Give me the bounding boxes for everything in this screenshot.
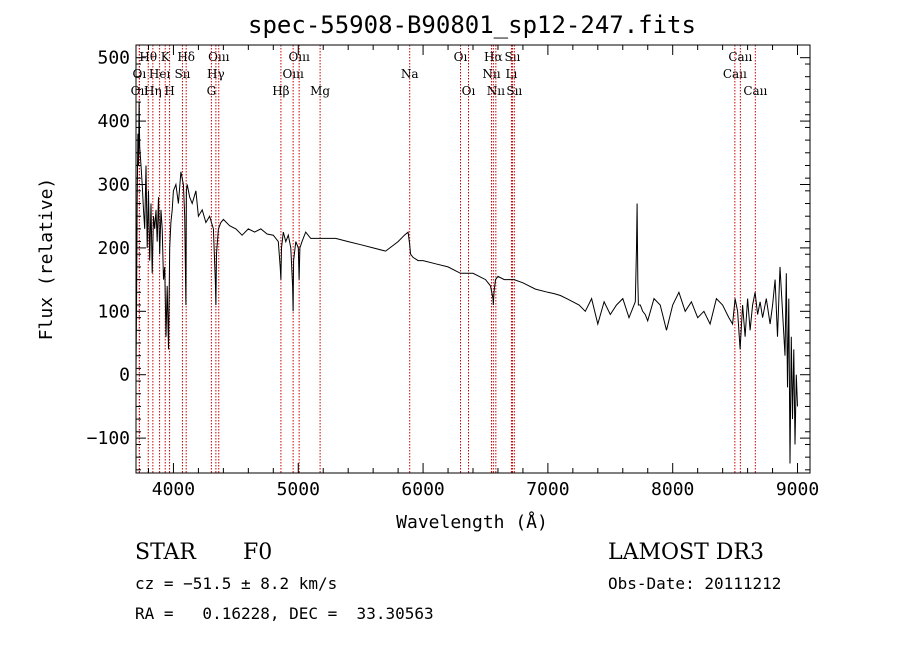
x-tick-label: 5000 xyxy=(277,479,320,500)
emission-line-label: Caıı xyxy=(743,84,767,98)
coordinates: RA = 0.16228, DEC = 33.30563 xyxy=(135,604,434,623)
emission-line-label: Sıı xyxy=(504,50,520,64)
redshift-velocity: cz = −51.5 ± 8.2 km/s xyxy=(135,574,338,593)
emission-line-label: Oııı xyxy=(288,50,310,64)
y-axis: −100 0 100 200 300 400 500 xyxy=(87,48,810,471)
emission-line-label: K xyxy=(161,50,171,64)
spectrum-series xyxy=(136,102,798,464)
emission-line-label: Lı xyxy=(506,67,518,81)
y-tick-label: −100 xyxy=(87,428,130,449)
emission-line-label: Oı xyxy=(454,50,468,64)
x-axis: 4000 5000 6000 7000 8000 9000 xyxy=(147,45,819,500)
emission-line-label: Oı xyxy=(462,84,476,98)
emission-line-label: Mg xyxy=(310,84,330,98)
spectrum-line xyxy=(136,102,798,464)
emission-line-label: Sıı xyxy=(506,84,522,98)
emission-line-label: G xyxy=(207,84,217,98)
plot-frame xyxy=(135,44,811,474)
x-tick-label: 6000 xyxy=(401,479,444,500)
object-subclass: F0 xyxy=(243,540,273,565)
y-tick-label: 0 xyxy=(119,365,130,386)
x-axis-label: Wavelength (Å) xyxy=(396,511,548,533)
y-tick-label: 200 xyxy=(97,238,130,259)
emission-line-label: Nıı xyxy=(487,84,505,98)
x-tick-label: 9000 xyxy=(776,479,819,500)
emission-line-label: Caıı xyxy=(728,50,752,64)
x-tick-label: 8000 xyxy=(651,479,694,500)
emission-line-label: H xyxy=(164,84,174,98)
emission-line-label: Hβ xyxy=(272,84,289,98)
emission-line-label: Caıı xyxy=(723,67,747,81)
emission-line-label: Hδ xyxy=(177,50,195,64)
x-tick-label: 7000 xyxy=(526,479,569,500)
y-tick-label: 300 xyxy=(97,174,130,195)
y-tick-label: 100 xyxy=(97,301,130,322)
x-tick-label: 4000 xyxy=(152,479,195,500)
emission-line-label: Oı xyxy=(133,67,147,81)
emission-line-label: Nıı xyxy=(482,67,500,81)
emission-line-label: Sıı xyxy=(174,67,190,81)
emission-line-label: Hγ xyxy=(207,67,225,81)
survey-name: LAMOST DR3 xyxy=(608,540,764,565)
chart-title: spec-55908-B90801_sp12-247.fits xyxy=(248,11,696,39)
y-tick-label: 500 xyxy=(97,48,130,69)
emission-line-label: Heı xyxy=(149,67,171,81)
object-class: STAR xyxy=(135,540,196,565)
y-axis-label: Flux (relative) xyxy=(36,178,57,341)
emission-line-label: Oııı xyxy=(282,67,304,81)
emission-line-label: Oııı xyxy=(208,50,230,64)
emission-line-label: Hθ xyxy=(139,50,157,64)
emission-line-label: Hη xyxy=(144,84,162,98)
emission-line-label: Na xyxy=(401,67,419,81)
emission-line-label: Hα xyxy=(484,50,503,64)
y-tick-label: 400 xyxy=(97,111,130,132)
observation-date: Obs-Date: 20111212 xyxy=(608,574,782,593)
